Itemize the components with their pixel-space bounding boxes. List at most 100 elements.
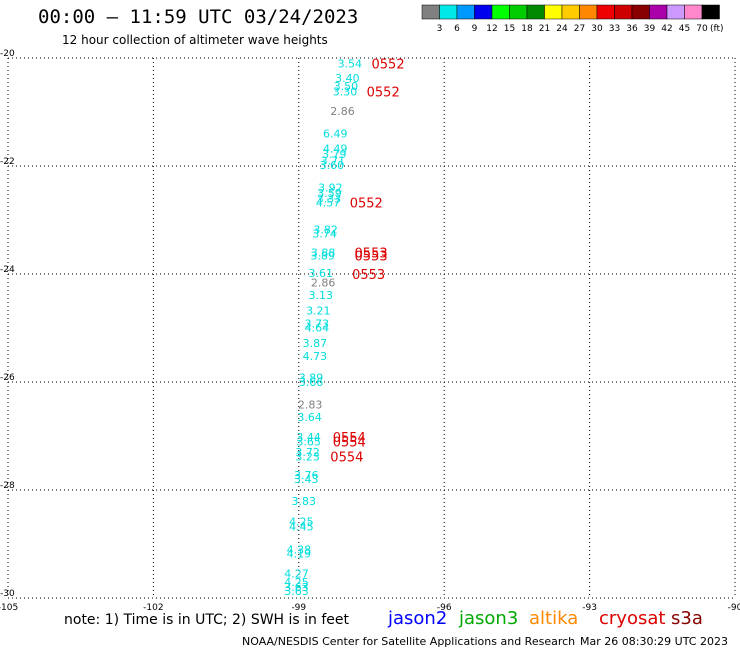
colorbar-unit: (ft)	[710, 24, 724, 34]
swh-value-label: 3.65	[296, 435, 321, 448]
swh-value-label: 3.21	[306, 305, 331, 318]
swh-value-label: 3.72	[295, 446, 320, 459]
swh-value-label: 3.43	[294, 473, 319, 486]
swh-value-label: 3.13	[308, 289, 333, 302]
swh-value-label: 3.60	[320, 159, 345, 172]
pass-time-label: 0553	[352, 268, 385, 283]
pass-time-label: 0552	[350, 197, 383, 212]
swh-value-label: 3.40	[335, 72, 360, 85]
swh-value-label: 2.83	[298, 399, 323, 412]
colorbar-swatch	[439, 4, 458, 20]
y-tick-label: -30	[0, 589, 15, 599]
swh-value-label: 3.61	[308, 267, 333, 280]
satellite-label-jason2: jason2	[388, 608, 448, 629]
colorbar-label: 39	[644, 24, 656, 34]
swh-value-label: 4.45	[289, 521, 314, 534]
colorbar-label: 42	[661, 24, 672, 34]
swh-value-label: 3.30	[333, 85, 358, 98]
swh-value-label: 3.44	[296, 431, 321, 444]
colorbar-swatch	[474, 4, 493, 20]
swh-value-label: 4.19	[287, 548, 312, 561]
swh-value-label: 3.54	[338, 57, 363, 70]
swh-value-label: 4.64	[305, 321, 330, 334]
swh-value-label: 3.88	[311, 246, 336, 259]
colorbar-label: 36	[626, 24, 638, 34]
y-tick-label: -24	[0, 265, 15, 275]
colorbar-swatch	[684, 4, 703, 20]
colorbar-label: 3	[437, 24, 443, 34]
pass-time-label: 0553	[355, 250, 388, 265]
colorbar-swatch	[456, 4, 475, 20]
x-tick-label: -96	[437, 603, 452, 613]
satellite-label-jason3: jason3	[459, 608, 519, 629]
pass-time-label: 0554	[330, 451, 363, 466]
swh-values: 3.54 3.403.503.30 2.86 6.49 4.493.793.713.60…	[284, 57, 362, 598]
chart-subtitle: 12 hour collection of altimeter wave hei…	[62, 33, 328, 47]
swh-value-label: 3.76	[294, 469, 319, 482]
swh-value-label: 3.64	[297, 411, 322, 424]
swh-value-label: 4.49	[323, 143, 348, 156]
satellite-label-altika: altika	[529, 608, 579, 629]
pass-time-label: 0552	[372, 57, 405, 72]
colorbar-swatch	[421, 4, 440, 20]
y-tick-label: -22	[0, 157, 15, 167]
colorbar-label: 15	[504, 24, 515, 34]
pass-time-label: 0552	[367, 85, 400, 100]
pass-time-label: 0553	[355, 246, 388, 261]
swh-value-label: 3.92	[318, 182, 343, 195]
color-scale-legend: 3 6 9 12 15 18 21 24 27 30 33 36 39 42 45 70 (ft)	[421, 4, 724, 34]
grid-lines	[7, 57, 736, 599]
y-tick-label: -28	[0, 481, 15, 491]
credit-line: NOAA/NESDIS Center for Satellite Applica…	[242, 635, 576, 648]
swh-value-label: 2.86	[330, 105, 355, 118]
colorbar-swatch	[561, 4, 580, 20]
colorbar-swatch	[666, 4, 685, 20]
colorbar-swatch	[579, 4, 598, 20]
satellite-label-s3a: s3a	[671, 608, 703, 629]
swh-value-label: 4.25	[284, 576, 309, 589]
swh-value-label: 3.82	[313, 224, 338, 237]
colorbar-label: 27	[574, 24, 585, 34]
colorbar-label: 21	[539, 24, 550, 34]
colorbar-label: 24	[556, 24, 568, 34]
colorbar-swatch	[491, 4, 510, 20]
footer-note: note: 1) Time is in UTC; 2) SWH is in fe…	[64, 612, 350, 628]
swh-value-label: 4.25	[289, 515, 314, 528]
colorbar-label: 33	[609, 24, 620, 34]
swh-value-label: 3.87	[303, 337, 328, 350]
swh-value-label: 3.63	[284, 585, 309, 598]
colorbar-swatch	[649, 4, 668, 20]
swh-value-label: 3.33	[317, 192, 342, 205]
swh-value-label: 3.89	[310, 250, 335, 263]
y-tick-label: -26	[0, 373, 15, 383]
y-tick-label: -20	[0, 49, 15, 59]
swh-value-label: 3.63	[284, 581, 309, 594]
swh-value-label: 4.73	[303, 350, 328, 363]
swh-value-label: 3.66	[299, 376, 324, 389]
x-tick-label: -93	[582, 603, 597, 613]
swh-value-label: 3.79	[322, 148, 347, 161]
colorbar-label: 9	[472, 24, 478, 34]
colorbar-label: 70	[696, 24, 708, 34]
swh-value-label: 3.23	[295, 451, 320, 464]
x-tick-label: -102	[143, 603, 163, 613]
colorbar-swatch	[701, 4, 720, 20]
axis-tick-labels: -105 -102 -99 -96 -93 -90 -20 -22 -24 -26 -28 -30	[0, 49, 740, 613]
colorbar-swatch	[596, 4, 615, 20]
x-tick-label: -99	[291, 603, 306, 613]
colorbar-label: 18	[521, 24, 533, 34]
colorbar-swatch	[614, 4, 633, 20]
swh-value-label: 3.73	[305, 318, 330, 331]
colorbar-swatch	[526, 4, 545, 20]
colorbar-label: 45	[679, 24, 690, 34]
swh-value-label: 3.74	[312, 228, 337, 241]
x-tick-label: -105	[0, 603, 18, 613]
swh-value-label: 3.89	[299, 372, 324, 385]
colorbar-label: 6	[454, 24, 460, 34]
x-tick-label: -90	[728, 603, 740, 613]
swh-value-label: 2.86	[311, 277, 336, 290]
swh-value-label: 4.27	[284, 568, 309, 581]
